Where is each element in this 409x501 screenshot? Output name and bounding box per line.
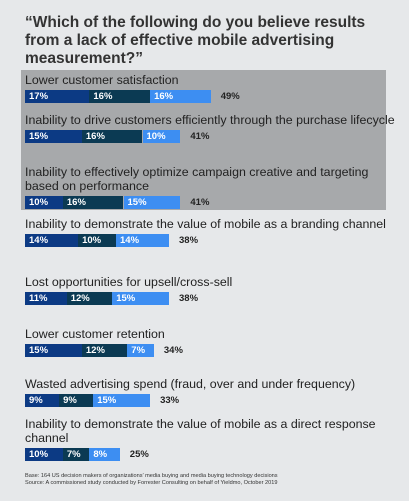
category-label: Lower customer satisfaction xyxy=(25,73,179,87)
total-label: 34% xyxy=(163,345,183,356)
bar-segment: 16% xyxy=(81,130,143,143)
bar-segment: 15% xyxy=(112,292,170,305)
total-label: 41% xyxy=(190,197,210,208)
chart-row: Inability to drive customers efficiently… xyxy=(25,113,397,143)
base-note: Base: 164 US decision makers of organiza… xyxy=(25,473,278,479)
bar-segment: 11% xyxy=(25,292,67,305)
bar-segment: 7% xyxy=(127,344,154,357)
bar-segment: 16% xyxy=(62,196,124,209)
category-label: Inability to effectively optimize campai… xyxy=(25,165,369,193)
chart-row: Lower customer satisfaction 17% 16% 16% 49% xyxy=(25,73,397,103)
total-label: 38% xyxy=(179,235,199,246)
bar-segment: 15% xyxy=(93,394,151,407)
bar-segment: 10% xyxy=(78,234,116,247)
source-note: Base: 164 US decision makers of organiza… xyxy=(25,473,405,487)
chart-title: “Which of the following do you believe r… xyxy=(25,14,366,67)
bar-segment: 14% xyxy=(116,234,170,247)
category-label: Inability to demonstrate the value of mo… xyxy=(25,217,386,231)
bar-stack: 10% 7% 8% 25% xyxy=(25,448,397,461)
bar-stack: 15% 12% 7% 34% xyxy=(25,344,397,357)
total-label: 25% xyxy=(129,449,149,460)
chart-row: Wasted advertising spend (fraud, over an… xyxy=(25,377,397,407)
category-label: Lost opportunities for upsell/cross-sell xyxy=(25,275,233,289)
category-label: Lower customer retention xyxy=(25,327,165,341)
bar-segment: 15% xyxy=(25,130,82,143)
bar-stack: 14% 10% 14% 38% xyxy=(25,234,397,247)
bar-segment: 15% xyxy=(123,196,181,209)
chart-row: Inability to demonstrate the value of mo… xyxy=(25,217,397,247)
bar-segment: 8% xyxy=(89,448,120,461)
total-label: 49% xyxy=(220,91,240,102)
source-citation: Source: A commissioned study conducted b… xyxy=(25,480,278,486)
bar-segment: 10% xyxy=(25,448,63,461)
bar-segment: 7% xyxy=(62,448,90,461)
category-label: Wasted advertising spend (fraud, over an… xyxy=(25,377,356,391)
bar-segment: 12% xyxy=(66,292,113,305)
bar-stack: 10% 16% 15% 41% xyxy=(25,196,397,209)
bar-segment: 12% xyxy=(81,344,128,357)
bar-segment: 15% xyxy=(25,344,82,357)
bar-stack: 9% 9% 15% 33% xyxy=(25,394,397,407)
total-label: 33% xyxy=(160,395,180,406)
bar-segment: 17% xyxy=(25,90,90,103)
category-label: Inability to demonstrate the value of mo… xyxy=(25,417,376,445)
bar-segment: 9% xyxy=(59,394,94,407)
chart-row: Inability to effectively optimize campai… xyxy=(25,165,397,209)
bar-segment: 10% xyxy=(25,196,63,209)
bar-segment: 16% xyxy=(150,90,211,103)
bar-stack: 11% 12% 15% 38% xyxy=(25,292,397,305)
bar-segment: 10% xyxy=(142,130,181,143)
bar-segment: 14% xyxy=(25,234,79,247)
chart-row: Inability to demonstrate the value of mo… xyxy=(25,417,397,461)
chart-row: Lower customer retention 15% 12% 7% 34% xyxy=(25,327,397,357)
bar-stack: 15% 16% 10% 41% xyxy=(25,130,397,143)
total-label: 41% xyxy=(190,131,210,142)
category-label: Inability to drive customers efficiently… xyxy=(25,113,395,127)
total-label: 38% xyxy=(179,293,199,304)
bar-segment: 9% xyxy=(25,394,60,407)
chart-row: Lost opportunities for upsell/cross-sell… xyxy=(25,275,397,305)
bar-segment: 16% xyxy=(89,90,150,103)
bar-stack: 17% 16% 16% 49% xyxy=(25,90,397,103)
